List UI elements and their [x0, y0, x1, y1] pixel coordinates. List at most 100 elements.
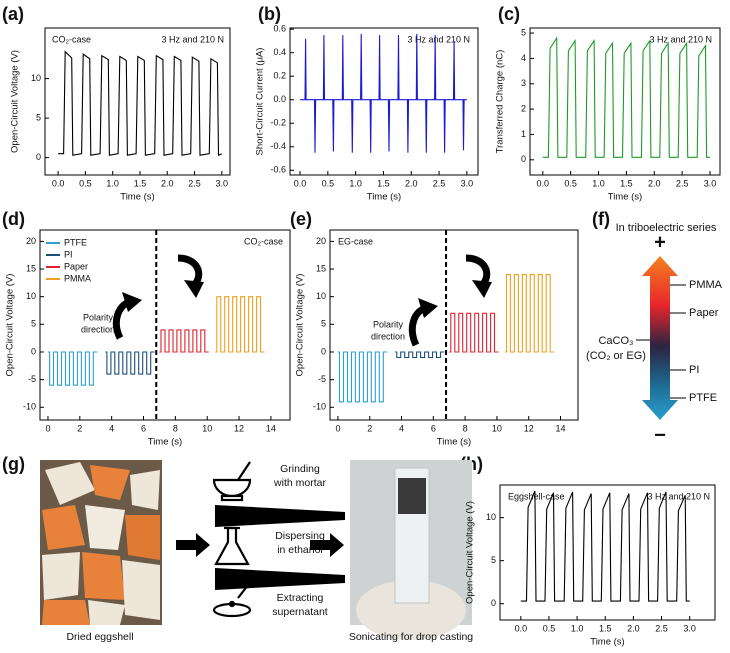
- plot-frame: [329, 229, 579, 421]
- arrow-head: [122, 292, 142, 312]
- annotation: direction: [81, 324, 115, 334]
- x-tick-label: 2.5: [433, 178, 446, 188]
- data-line: [105, 351, 155, 375]
- annotation: 3 Hz and 210 N: [649, 34, 712, 44]
- x-tick-label: 1.0: [349, 178, 362, 188]
- arrow-head: [418, 298, 438, 318]
- y-tick-label: 2: [521, 103, 526, 113]
- x-tick-label: 0.0: [52, 178, 65, 188]
- x-tick-label: 0.5: [322, 178, 335, 188]
- step-arrow: [215, 505, 345, 527]
- y-tick-label: 15: [26, 263, 36, 273]
- y-tick-label: 20: [316, 236, 326, 246]
- x-tick-label: 0.0: [294, 178, 307, 188]
- y-tick-label: -10: [313, 402, 326, 412]
- x-tick-label: 12: [524, 423, 534, 433]
- panel-label: (f): [592, 209, 610, 229]
- y-tick-label: 10: [316, 291, 326, 301]
- x-tick-label: 0.0: [515, 623, 528, 633]
- caption: Dried eggshell: [66, 631, 133, 643]
- y-tick-label: 10: [486, 512, 496, 522]
- x-tick-label: 2.0: [648, 178, 661, 188]
- y-tick-label: 5: [521, 27, 526, 37]
- annotation: CO₂-case: [244, 236, 283, 246]
- caption: Sonicating for drop casting: [349, 631, 473, 643]
- x-tick-label: 2: [77, 423, 82, 433]
- y-axis-label: Open-Circuit Voltage (V): [10, 50, 21, 153]
- tribo-bar: [642, 256, 678, 420]
- tribo-label: Paper: [689, 307, 719, 319]
- x-tick-label: 6: [141, 423, 146, 433]
- y-axis-label: Open-Circuit Voltage (V): [465, 501, 476, 604]
- x-axis-label: Time (s): [367, 192, 401, 203]
- data-line: [58, 50, 223, 157]
- y-tick-label: 0: [31, 346, 36, 356]
- x-tick-label: 10: [492, 423, 502, 433]
- panel-label: (c): [498, 4, 520, 24]
- annotation: direction: [371, 331, 405, 341]
- y-tick-label: -0.4: [270, 141, 286, 151]
- y-tick-label: 10: [31, 73, 41, 83]
- x-tick-label: 2.5: [655, 623, 668, 633]
- data-line: [449, 312, 499, 353]
- x-tick-label: 2.0: [405, 178, 418, 188]
- y-tick-label: 0: [321, 346, 326, 356]
- y-tick-label: 5: [321, 319, 326, 329]
- annotation: CO₂-case: [52, 34, 91, 44]
- y-tick-label: 3: [521, 78, 526, 88]
- arrow-head: [472, 280, 492, 298]
- x-tick-label: 0.0: [537, 178, 550, 188]
- annotation: Polarity: [373, 319, 404, 329]
- legend-label: PI: [64, 249, 73, 259]
- y-tick-label: 0: [36, 152, 41, 162]
- tribo-label: PI: [689, 364, 699, 376]
- plot-frame: [44, 27, 231, 176]
- x-axis-label: Time (s): [608, 192, 642, 203]
- step-label: Extracting: [277, 592, 324, 604]
- y-tick-label: -0.2: [270, 118, 286, 128]
- x-tick-label: 4: [399, 423, 404, 433]
- panel-label: (b): [258, 4, 281, 24]
- minus-sign: −: [654, 424, 666, 446]
- y-tick-label: 5: [31, 319, 36, 329]
- x-tick-label: 6: [431, 423, 436, 433]
- y-tick-label: 0.4: [273, 47, 286, 57]
- x-tick-label: 2.5: [676, 178, 689, 188]
- y-tick-label: -5: [28, 374, 36, 384]
- x-tick-label: 1.5: [620, 178, 633, 188]
- annotation: EG-case: [338, 236, 373, 246]
- x-tick-label: 3.0: [704, 178, 717, 188]
- flow-arrow: [176, 533, 210, 557]
- x-tick-label: 0.5: [79, 178, 92, 188]
- tribo-label: PMMA: [689, 279, 723, 291]
- y-axis-label: Open-Circuit Voltage (V): [295, 274, 306, 377]
- step-label: Dispersing: [275, 530, 325, 542]
- x-tick-label: 1.5: [377, 178, 390, 188]
- y-tick-label: 0.6: [273, 24, 286, 34]
- step-arrow: [215, 568, 345, 590]
- y-axis-label: Transferred Charge (nC): [495, 50, 506, 154]
- plot-frame: [39, 229, 291, 421]
- panel-label: (e): [290, 209, 312, 229]
- y-tick-label: 5: [491, 555, 496, 565]
- data-line: [542, 36, 710, 158]
- process-icons: [212, 461, 253, 618]
- plot-frame: [529, 27, 721, 176]
- x-tick-label: 1.0: [592, 178, 605, 188]
- y-tick-label: 10: [26, 291, 36, 301]
- x-axis-label: Time (s): [120, 192, 154, 203]
- y-tick-label: -0.6: [270, 165, 286, 175]
- x-tick-label: 3.0: [683, 623, 696, 633]
- panel-label: (d): [2, 209, 25, 229]
- x-tick-label: 2: [367, 423, 372, 433]
- y-tick-label: 0: [521, 154, 526, 164]
- x-tick-label: 8: [173, 423, 178, 433]
- step-label: supernatant: [272, 606, 328, 618]
- annotation: 3 Hz and 210 N: [407, 34, 470, 44]
- tribo-label: (CO₂ or EG): [586, 350, 646, 362]
- x-tick-label: 1.5: [134, 178, 147, 188]
- y-tick-label: 4: [521, 53, 526, 63]
- tribo-label: CaCO₃: [598, 335, 633, 347]
- x-tick-label: 2.0: [161, 178, 174, 188]
- annotation: 3 Hz and 210 N: [161, 34, 224, 44]
